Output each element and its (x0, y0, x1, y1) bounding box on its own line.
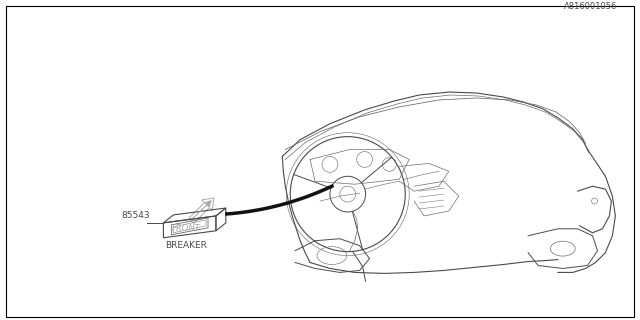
Text: FRONT: FRONT (172, 224, 200, 233)
Text: BREAKER: BREAKER (165, 241, 207, 250)
Text: A816001056: A816001056 (564, 2, 618, 11)
Text: 85543: 85543 (122, 212, 150, 220)
